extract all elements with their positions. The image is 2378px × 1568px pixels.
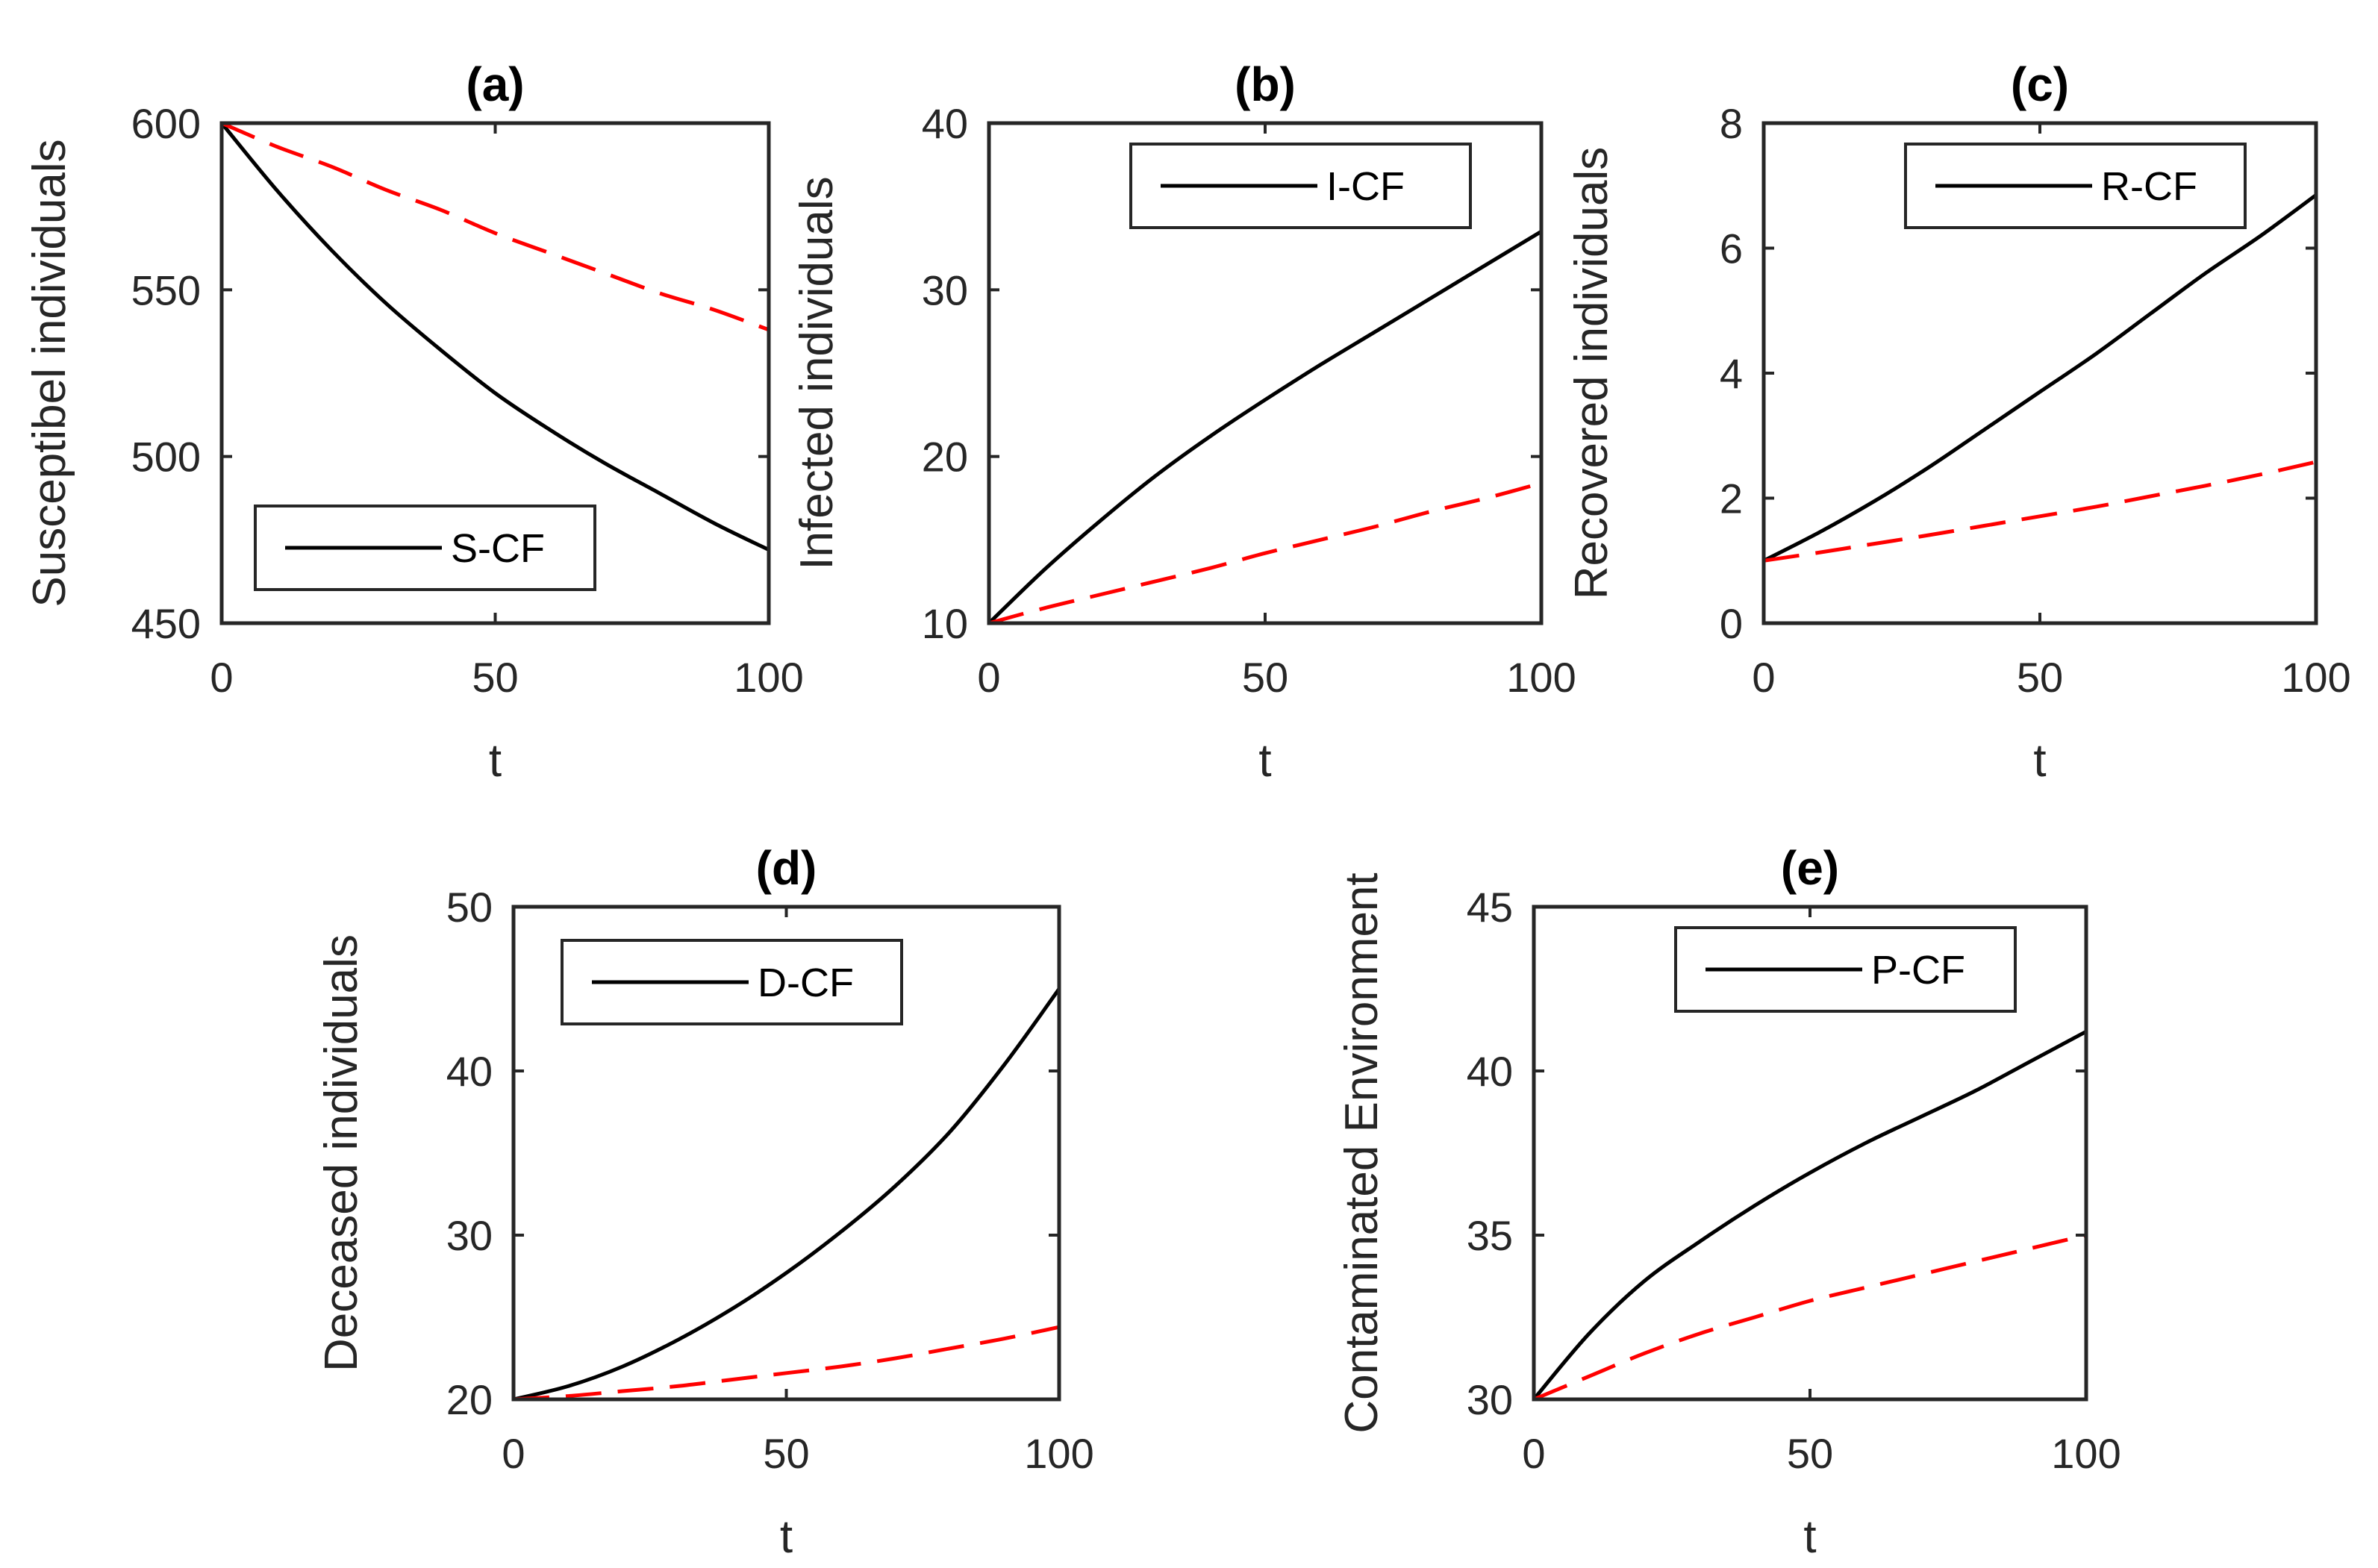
x-tick-label-c: 100 — [2281, 654, 2350, 701]
x-tick-label-d: 0 — [502, 1430, 525, 1477]
y-tick-label-a: 500 — [131, 434, 201, 481]
y-tick-label-d: 30 — [446, 1212, 493, 1259]
legend-d: D-CF — [561, 939, 903, 1025]
y-tick-label-b: 30 — [922, 266, 968, 313]
panel-title-a: (a) — [466, 57, 524, 111]
series-line-e-solid — [1532, 1029, 2088, 1401]
y-tick-label-e: 35 — [1467, 1212, 1513, 1259]
panel-title-e: (e) — [1781, 841, 1839, 895]
x-tick-label-a: 50 — [472, 654, 518, 701]
x-axis-label-b: t — [1258, 735, 1271, 787]
legend-a: S-CF — [254, 505, 596, 591]
panel-b: 0 50 100 10 20 30 40 (b) t Infected individuals I-… — [791, 57, 1576, 787]
y-tick-label-e: 30 — [1467, 1376, 1513, 1423]
series-line-d-solid — [513, 987, 1061, 1402]
series-line-a-solid — [220, 122, 770, 552]
x-tick-label-a: 100 — [734, 654, 803, 701]
y-tick-label-e: 45 — [1467, 884, 1513, 931]
y-tick-label-a: 550 — [131, 266, 201, 313]
legend-label-c: R-CF — [2101, 164, 2197, 209]
x-tick-label-e: 50 — [1787, 1430, 1833, 1477]
x-tick-label-a: 0 — [210, 654, 233, 701]
y-tick-label-c: 0 — [1720, 600, 1743, 647]
panel-d: 0 50 100 20 30 40 50 (d) t Deceased individuals D-… — [316, 841, 1094, 1563]
series-line-e-dashed — [1533, 1233, 2087, 1402]
x-tick-label-c: 0 — [1752, 654, 1775, 701]
series-line-b-solid — [987, 230, 1543, 625]
y-tick-label-c: 6 — [1720, 225, 1743, 272]
series-line-d-dashed — [513, 1325, 1060, 1402]
x-axis-label-c: t — [2033, 735, 2046, 787]
panel-title-d: (d) — [756, 841, 817, 895]
legend-c: R-CF — [1904, 143, 2247, 229]
x-tick-label-e: 0 — [1522, 1430, 1545, 1477]
legend-label-a: S-CF — [451, 526, 545, 571]
y-axis-label-a: Susceptibel individuals — [24, 139, 75, 607]
y-axis-label-c: Recovered individuals — [1566, 147, 1617, 600]
panel-title-c: (c) — [2011, 57, 2069, 111]
panel-a: 0 50 100 450 500 550 600 (a) t Susceptibel indivi… — [24, 57, 804, 787]
y-tick-label-b: 20 — [922, 434, 968, 481]
y-tick-label-e: 40 — [1467, 1048, 1513, 1095]
y-tick-label-d: 20 — [446, 1376, 493, 1423]
y-tick-label-a: 600 — [131, 100, 201, 147]
x-axis-label-a: t — [489, 735, 502, 787]
panel-c: 0 50 100 0 2 4 6 8 (c) t Recovered individuals R-CF — [1566, 57, 2351, 787]
x-tick-label-c: 50 — [2017, 654, 2063, 701]
y-tick-label-d: 50 — [446, 884, 493, 931]
y-tick-label-c: 8 — [1720, 100, 1743, 147]
legend-label-b: I-CF — [1326, 164, 1405, 209]
y-tick-label-b: 40 — [922, 100, 968, 147]
legend-label-d: D-CF — [758, 961, 854, 1005]
y-tick-label-a: 450 — [131, 600, 201, 647]
x-tick-label-b: 100 — [1506, 654, 1576, 701]
y-tick-label-c: 2 — [1720, 475, 1743, 522]
x-axis-label-d: t — [780, 1511, 793, 1563]
x-tick-label-b: 0 — [977, 654, 1000, 701]
panel-e: 0 50 100 30 35 40 45 (e) t Contaminated Environme… — [1336, 841, 2121, 1563]
legend-e: P-CF — [1674, 926, 2017, 1013]
y-axis-label-b: Infected individuals — [791, 176, 843, 569]
series-line-c-dashed — [1763, 460, 2317, 563]
x-tick-label-d: 50 — [763, 1430, 809, 1477]
x-tick-label-e: 100 — [2051, 1430, 2120, 1477]
x-axis-label-e: t — [1803, 1511, 1816, 1563]
series-line-c-solid — [1762, 193, 2318, 563]
legend-label-e: P-CF — [1871, 948, 1965, 993]
y-axis-label-d: Deceased individuals — [316, 934, 367, 1372]
x-tick-label-d: 100 — [1024, 1430, 1093, 1477]
y-axis-label-e: Contaminated Environment — [1336, 872, 1388, 1433]
series-line-b-dashed — [988, 481, 1542, 625]
y-tick-label-b: 10 — [922, 600, 968, 647]
y-tick-label-c: 4 — [1720, 350, 1743, 397]
series-line-a-dashed — [221, 121, 770, 332]
x-tick-label-b: 50 — [1242, 654, 1288, 701]
panel-title-b: (b) — [1235, 57, 1296, 111]
legend-b: I-CF — [1129, 143, 1472, 229]
y-tick-label-d: 40 — [446, 1048, 493, 1095]
